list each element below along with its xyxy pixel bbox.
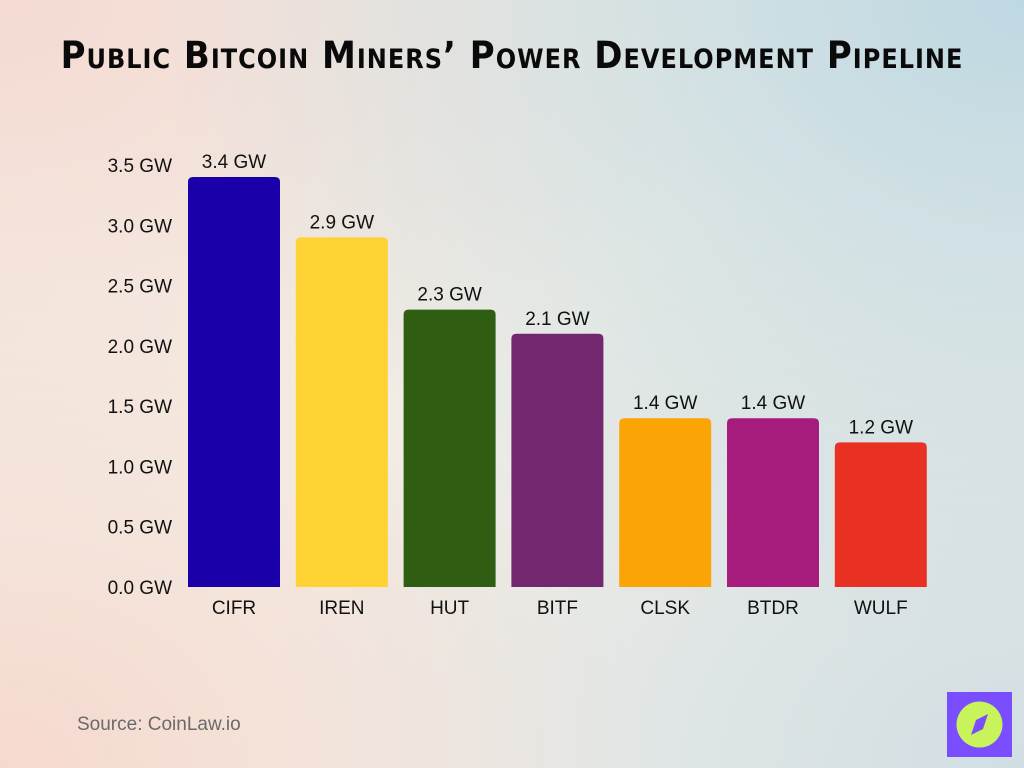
x-tick-label: WULF [854, 598, 908, 619]
bar-clsk [619, 418, 712, 587]
x-tick-label: BTDR [747, 598, 799, 619]
bar-wulf [834, 442, 927, 587]
brand-logo [947, 692, 1012, 757]
y-tick-label: 2.0 GW [108, 337, 172, 358]
data-label: 1.4 GW [741, 393, 805, 414]
chart-title: Public Bitcoin Miners’ Power Development… [60, 34, 964, 78]
compass-icon [956, 701, 1003, 748]
y-tick-label: 0.5 GW [108, 518, 172, 539]
bar-bitf [511, 333, 604, 587]
data-label: 2.3 GW [417, 285, 481, 306]
y-tick-label: 3.5 GW [108, 156, 172, 177]
bar-cifr [188, 177, 280, 588]
y-tick-label: 1.0 GW [108, 457, 172, 478]
y-tick-label: 0.0 GW [108, 578, 172, 599]
data-label: 1.4 GW [633, 393, 697, 414]
source-note: Source: CoinLaw.io [77, 714, 241, 735]
x-tick-label: CLSK [640, 598, 690, 619]
bar-btdr [727, 418, 819, 587]
data-label: 1.2 GW [849, 417, 913, 438]
bar-hut [403, 309, 496, 587]
data-label: 2.1 GW [525, 309, 589, 330]
y-tick-label: 3.0 GW [108, 216, 172, 237]
x-tick-label: CIFR [212, 598, 256, 619]
bar-iren [295, 237, 388, 588]
y-tick-label: 1.5 GW [108, 397, 172, 418]
data-label: 2.9 GW [310, 212, 374, 233]
x-tick-label: HUT [430, 598, 469, 619]
y-tick-label: 2.5 GW [108, 277, 172, 298]
x-tick-label: BITF [537, 598, 578, 619]
x-tick-label: IREN [319, 598, 364, 619]
data-label: 3.4 GW [202, 152, 266, 173]
